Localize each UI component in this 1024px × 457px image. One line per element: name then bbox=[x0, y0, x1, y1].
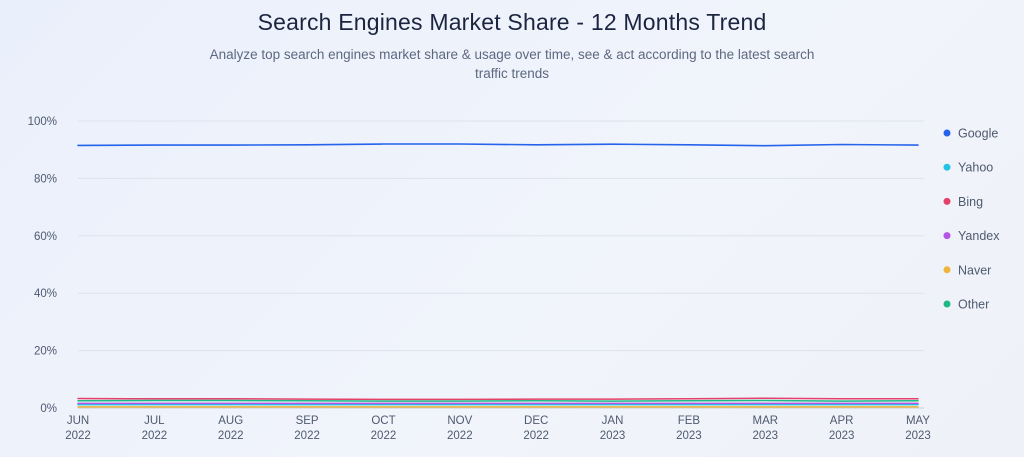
x-tick-month: MAR bbox=[752, 415, 778, 427]
x-tick-month: FEB bbox=[678, 415, 701, 427]
legend-label: Other bbox=[958, 298, 989, 312]
legend-marker bbox=[943, 300, 951, 308]
series-line-google bbox=[77, 143, 919, 147]
legend-item-bing[interactable]: Bing bbox=[943, 195, 984, 209]
legend-label: Yahoo bbox=[958, 161, 993, 175]
y-tick-label: 60% bbox=[34, 231, 57, 243]
legend-label: Bing bbox=[958, 195, 983, 209]
x-tick-year: 2022 bbox=[447, 430, 473, 442]
x-tick-month: OCT bbox=[371, 415, 395, 427]
series-line-bing bbox=[77, 397, 919, 401]
x-tick-year: 2023 bbox=[676, 430, 702, 442]
y-tick-label: 0% bbox=[40, 403, 57, 415]
legend-item-google[interactable]: Google bbox=[943, 127, 999, 141]
x-tick-month: APR bbox=[830, 415, 854, 427]
y-tick-label: 100% bbox=[28, 116, 57, 128]
y-tick-label: 80% bbox=[34, 173, 57, 185]
x-tick-year: 2023 bbox=[752, 430, 778, 442]
legend-item-yahoo[interactable]: Yahoo bbox=[943, 161, 994, 175]
x-tick-year: 2022 bbox=[65, 430, 91, 442]
x-tick-month: JAN bbox=[602, 415, 624, 427]
x-tick-year: 2023 bbox=[600, 430, 626, 442]
chart-subtitle: Analyze top search engines market share … bbox=[209, 47, 815, 81]
grid-lines bbox=[78, 120, 924, 409]
x-tick-month: JUL bbox=[144, 415, 165, 427]
x-axis-ticks: JUN 2022 JUL 2022 AUG 2022 SEP 2022 OCT 2022 NOV 20… bbox=[65, 415, 931, 442]
x-tick-month: SEP bbox=[296, 415, 319, 427]
x-tick-year: 2023 bbox=[829, 430, 855, 442]
x-tick-month: MAY bbox=[906, 415, 930, 427]
x-tick-month: NOV bbox=[447, 415, 472, 427]
y-tick-label: 40% bbox=[34, 288, 57, 300]
legend-item-naver[interactable]: Naver bbox=[943, 263, 992, 277]
legend-marker bbox=[943, 129, 951, 137]
series-lines bbox=[77, 143, 919, 408]
x-tick-year: 2023 bbox=[905, 430, 931, 442]
x-tick-month: JUN bbox=[67, 415, 89, 427]
x-tick-year: 2022 bbox=[371, 430, 397, 442]
x-tick-year: 2022 bbox=[294, 430, 320, 442]
legend-label: Yandex bbox=[958, 229, 1000, 243]
legend-marker bbox=[943, 163, 951, 171]
x-tick-year: 2022 bbox=[142, 430, 168, 442]
y-axis-ticks: 0% 20% 40% 60% 80% 100% bbox=[28, 116, 57, 415]
chart-title: Search Engines Market Share - 12 Months … bbox=[257, 9, 767, 35]
legend-item-other[interactable]: Other bbox=[943, 298, 990, 312]
legend-label: Naver bbox=[958, 263, 991, 277]
legend-item-yandex[interactable]: Yandex bbox=[943, 229, 1001, 243]
legend-marker bbox=[943, 197, 951, 205]
legend-marker bbox=[943, 232, 951, 240]
legend-marker bbox=[943, 266, 951, 274]
series-line-other bbox=[77, 399, 919, 402]
y-tick-label: 20% bbox=[34, 346, 57, 358]
x-tick-month: DEC bbox=[524, 415, 548, 427]
x-tick-year: 2022 bbox=[523, 430, 549, 442]
legend-label: Google bbox=[958, 127, 998, 141]
legend[interactable]: Google Yahoo Bing Yandex Naver Other bbox=[943, 127, 1001, 312]
x-tick-year: 2022 bbox=[218, 430, 244, 442]
x-tick-month: AUG bbox=[218, 415, 243, 427]
